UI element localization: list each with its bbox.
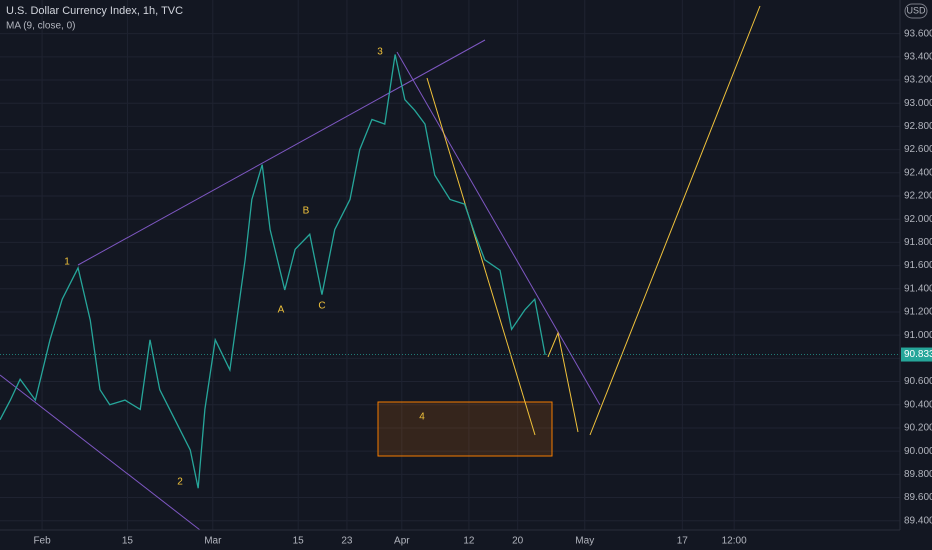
y-tick-label: 91.800 bbox=[904, 237, 932, 248]
y-tick-label: 93.000 bbox=[904, 98, 932, 109]
last-price-badge bbox=[901, 347, 932, 362]
y-tick-label: 92.400 bbox=[904, 167, 932, 178]
target-box bbox=[377, 401, 553, 457]
projection bbox=[547, 331, 579, 433]
y-tick-label: 91.600 bbox=[904, 260, 932, 271]
x-tick-label: Feb bbox=[33, 536, 51, 547]
y-tick-label: 91.000 bbox=[904, 330, 932, 341]
trend-line bbox=[77, 39, 486, 266]
wave-label: 3 bbox=[377, 47, 383, 58]
y-tick-label: 92.200 bbox=[904, 191, 932, 202]
wave-label: 4 bbox=[419, 412, 425, 423]
y-tick-label: 89.400 bbox=[904, 515, 932, 526]
y-tick-label: 93.600 bbox=[904, 28, 932, 39]
x-tick-label: 12 bbox=[463, 536, 475, 547]
price-line bbox=[0, 54, 546, 489]
x-tick-label: 15 bbox=[293, 536, 305, 547]
projection bbox=[426, 77, 536, 436]
y-tick-label: 90.600 bbox=[904, 376, 932, 387]
indicator-label: MA (9, close, 0) bbox=[6, 21, 75, 32]
wave-label: A bbox=[278, 305, 285, 316]
currency-badge[interactable] bbox=[904, 3, 928, 19]
chart-title: U.S. Dollar Currency Index, 1h, TVC bbox=[6, 5, 183, 17]
x-tick-label: 15 bbox=[122, 536, 134, 547]
x-tick-label: 23 bbox=[341, 536, 353, 547]
drawings bbox=[0, 5, 761, 531]
trend-line bbox=[0, 374, 201, 531]
y-tick-label: 91.400 bbox=[904, 283, 932, 294]
y-tick-label: 90.400 bbox=[904, 399, 932, 410]
y-tick-label: 90.000 bbox=[904, 446, 932, 457]
x-tick-label: Mar bbox=[204, 536, 222, 547]
x-tick-label: May bbox=[575, 536, 594, 547]
projection bbox=[589, 5, 761, 436]
wave-label: 1 bbox=[64, 257, 70, 268]
y-tick-label: 90.200 bbox=[904, 423, 932, 434]
y-tick-label: 93.200 bbox=[904, 75, 932, 86]
wave-label: B bbox=[303, 206, 310, 217]
y-tick-label: 91.200 bbox=[904, 307, 932, 318]
wave-label: 2 bbox=[177, 477, 183, 488]
y-tick-label: 89.800 bbox=[904, 469, 932, 480]
y-tick-label: 92.800 bbox=[904, 121, 932, 132]
x-tick-label: 12:00 bbox=[722, 536, 747, 547]
last-price-label: 90.833 bbox=[904, 349, 932, 360]
x-tick-label: 17 bbox=[677, 536, 689, 547]
y-tick-label: 92.600 bbox=[904, 144, 932, 155]
currency-label: USD bbox=[906, 5, 926, 15]
x-tick-label: 20 bbox=[512, 536, 524, 547]
y-tick-label: 89.600 bbox=[904, 492, 932, 503]
trend-line bbox=[396, 51, 601, 406]
y-tick-label: 92.000 bbox=[904, 214, 932, 225]
wave-label: C bbox=[318, 301, 325, 312]
y-tick-label: 93.400 bbox=[904, 51, 932, 62]
x-tick-label: Apr bbox=[394, 536, 410, 547]
